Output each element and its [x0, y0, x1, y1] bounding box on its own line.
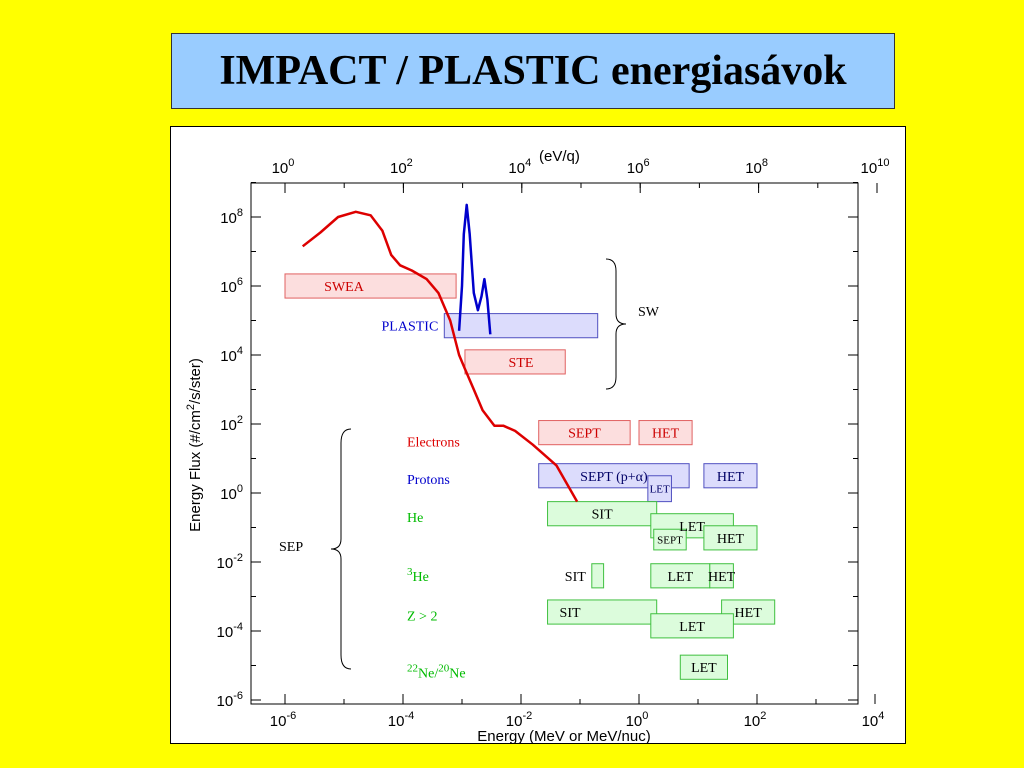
sep-band-het	[638, 420, 693, 446]
y-tick-label: 104	[220, 345, 243, 365]
sep-band-sit	[547, 501, 658, 527]
sep-band-sit-label: SIT	[592, 508, 613, 523]
sep-group-label: SEP	[279, 540, 303, 555]
species-label: Protons	[407, 473, 450, 488]
sep-band-let-label: LET	[667, 570, 693, 585]
sep-band-het	[703, 463, 758, 489]
x-tick-label: 100	[626, 710, 649, 730]
top-tick-label: 108	[745, 157, 768, 177]
x-tick-label: 104	[862, 710, 885, 730]
sep-band-let-label: LET	[679, 520, 705, 535]
sep-band-sept-p--label: SEPT (p+α)	[580, 470, 648, 485]
sep-band-het-label: HET	[708, 570, 736, 585]
top-tick-label: 102	[390, 157, 413, 177]
top-tick-label: 106	[627, 157, 650, 177]
sw-group-label: SW	[638, 305, 660, 320]
energy-band-chart: 10-6 10-4 10-2 100 102 104 100 102 104 106 108 1010…	[185, 148, 890, 743]
sep-band-sept-label: SEPT	[568, 427, 601, 442]
top-axis-unit-label: (eV/q)	[539, 148, 580, 165]
sep-band-sit	[547, 599, 658, 625]
sep-brace	[330, 428, 352, 670]
sw-band-plastic	[443, 313, 599, 339]
x-tick-label: 10-4	[388, 710, 414, 730]
plot-frame	[250, 182, 859, 705]
y-tick-label: 108	[220, 207, 243, 227]
y-tick-label: 10-6	[217, 690, 243, 710]
x-axis-label: Energy (MeV or MeV/nuc)	[477, 728, 650, 743]
species-label: Z > 2	[407, 609, 437, 624]
sw-band-swea-label: SWEA	[324, 280, 365, 295]
title-box: IMPACT / PLASTIC energiasávok	[171, 33, 895, 109]
sep-band-sit-label: SIT	[565, 570, 586, 585]
sep-band-sept	[538, 420, 631, 446]
chart-panel: 10-6 10-4 10-2 100 102 104 100 102 104 106 108 1010…	[170, 126, 906, 744]
sep-band-sit	[591, 563, 605, 589]
species-label: He	[407, 511, 423, 526]
x-tick-label: 102	[744, 710, 767, 730]
sep-band-let	[650, 613, 734, 639]
sep-band-het-label: HET	[717, 470, 745, 485]
sep-band-sept-label: SEPT	[657, 535, 683, 547]
sw-band-ste-label: STE	[509, 356, 534, 371]
sep-band-let-label: LET	[650, 484, 670, 496]
sw-band-swea	[284, 273, 457, 299]
x-tick-label: 10-6	[270, 710, 296, 730]
x-tick-label: 10-2	[506, 710, 532, 730]
species-label: 3He	[407, 566, 429, 585]
sep-band-sit-label: SIT	[560, 606, 581, 621]
sep-band-het-label: HET	[735, 606, 763, 621]
sep-band-sept	[653, 528, 687, 551]
species-label: 22Ne/20Ne	[407, 662, 466, 681]
sep-band-het	[703, 525, 758, 551]
sw-band-plastic-label: PLASTIC	[382, 320, 439, 335]
sep-band-let-label: LET	[691, 661, 717, 676]
electron-flux-curve	[301, 210, 579, 503]
sep-band-let	[679, 654, 728, 680]
sep-band-let-label: LET	[679, 620, 705, 635]
slide-title: IMPACT / PLASTIC energiasávok	[219, 48, 847, 94]
y-tick-label: 10-2	[217, 552, 243, 572]
y-tick-label: 100	[220, 483, 243, 503]
top-tick-label: 100	[272, 157, 295, 177]
top-tick-label: 1010	[861, 157, 890, 177]
y-tick-label: 102	[220, 414, 243, 434]
sep-band-het-label: HET	[652, 427, 680, 442]
top-tick-label: 104	[508, 157, 531, 177]
y-tick-label: 106	[220, 276, 243, 296]
sep-band-let	[647, 475, 672, 503]
sep-band-het-label: HET	[717, 532, 745, 547]
sw-band-ste	[464, 349, 566, 375]
y-tick-label: 10-4	[217, 621, 243, 641]
sw-brace	[605, 258, 627, 390]
y-axis-label: Energy Flux (#/cm2/s/ster)	[185, 358, 204, 532]
sep-band-het	[709, 563, 734, 589]
proton-flux-curve	[457, 203, 492, 335]
species-label: Electrons	[407, 435, 460, 450]
